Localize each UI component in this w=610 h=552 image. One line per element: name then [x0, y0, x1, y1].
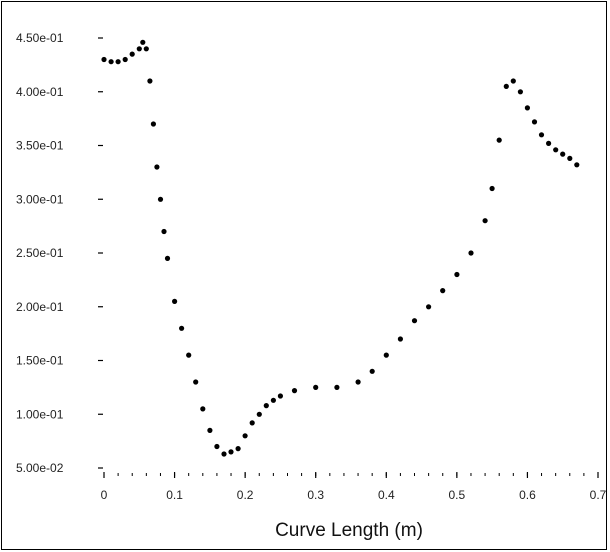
- data-point: [157, 196, 164, 202]
- y-tick-label: 4.50e-01: [16, 31, 64, 45]
- data-point: [560, 151, 566, 157]
- x-tick-label: 0.4: [378, 488, 395, 502]
- data-point: [263, 403, 269, 409]
- data-point: [496, 137, 502, 143]
- data-point: [108, 59, 114, 65]
- x-tick-label: 0.3: [307, 488, 324, 502]
- data-point: [207, 427, 213, 433]
- data-point: [154, 164, 160, 170]
- data-point: [440, 288, 446, 294]
- data-point: [228, 449, 234, 455]
- data-point: [517, 89, 524, 95]
- data-point: [115, 59, 121, 65]
- data-point: [164, 255, 171, 261]
- data-point: [489, 185, 495, 192]
- data-point: [249, 420, 255, 426]
- y-tick-label: 4.00e-01: [16, 85, 64, 99]
- data-point: [454, 271, 460, 278]
- data-point: [383, 352, 389, 358]
- data-point: [143, 46, 149, 52]
- data-point: [546, 140, 552, 146]
- data-point: [235, 446, 241, 452]
- data-point: [277, 393, 283, 399]
- data-point: [531, 119, 538, 125]
- data-point: [129, 51, 135, 57]
- data-point: [179, 325, 185, 331]
- data-point: [122, 56, 128, 63]
- data-point: [136, 46, 142, 52]
- data-point: [140, 39, 146, 45]
- data-point: [503, 83, 509, 89]
- x-tick-label: 0.2: [237, 488, 254, 502]
- data-point: [214, 443, 220, 450]
- data-point: [482, 218, 488, 224]
- data-point: [221, 451, 227, 457]
- data-point: [200, 406, 206, 412]
- data-point: [172, 298, 178, 304]
- y-tick-label: 3.00e-01: [16, 192, 64, 206]
- x-axis-title: Curve Length (m): [275, 520, 423, 541]
- data-point: [150, 121, 156, 127]
- data-point: [553, 147, 559, 153]
- data-point: [242, 433, 248, 439]
- data-point: [369, 368, 375, 374]
- data-series: [101, 39, 580, 457]
- data-point: [291, 388, 298, 394]
- data-point: [468, 250, 474, 256]
- data-point: [574, 162, 580, 168]
- x-tick-label: 0.6: [519, 488, 536, 502]
- data-point: [567, 155, 573, 161]
- y-tick-label: 3.50e-01: [16, 139, 64, 153]
- data-point: [256, 411, 262, 417]
- data-point: [538, 132, 545, 138]
- data-point: [334, 384, 340, 390]
- y-tick-label: 2.50e-01: [16, 246, 64, 260]
- x-tick-label: 0.5: [449, 488, 466, 502]
- data-point: [397, 336, 403, 342]
- x-axis-ticks: 0 0.1 0.2 0.3 0.4 0.5 0.6 0.7: [101, 472, 607, 502]
- data-point: [161, 228, 167, 235]
- y-axis-ticks: 5.00e-02 1.00e-01 1.50e-01 2.00e-01 2.50e-01…: [16, 31, 103, 475]
- data-point: [193, 379, 199, 385]
- y-tick-label: 1.50e-01: [16, 354, 64, 368]
- data-point: [270, 397, 276, 403]
- x-tick-label: 0.1: [166, 488, 183, 502]
- data-point: [426, 304, 432, 310]
- y-tick-label: 1.00e-01: [16, 407, 64, 421]
- x-tick-label: 0.7: [590, 488, 607, 502]
- data-point: [355, 379, 361, 385]
- x-tick-label: 0: [101, 488, 108, 502]
- y-tick-label: 2.00e-01: [16, 300, 64, 314]
- data-point: [313, 384, 319, 390]
- data-point: [186, 352, 192, 358]
- data-point: [101, 56, 107, 63]
- y-tick-label: 5.00e-02: [16, 461, 64, 475]
- data-point: [147, 78, 153, 84]
- data-point: [510, 78, 516, 84]
- data-point: [411, 318, 418, 324]
- data-point: [524, 105, 531, 111]
